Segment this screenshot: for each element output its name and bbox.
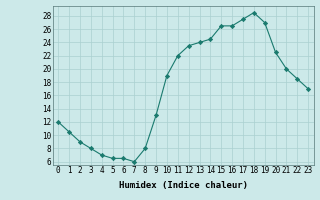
X-axis label: Humidex (Indice chaleur): Humidex (Indice chaleur) [119, 181, 248, 190]
